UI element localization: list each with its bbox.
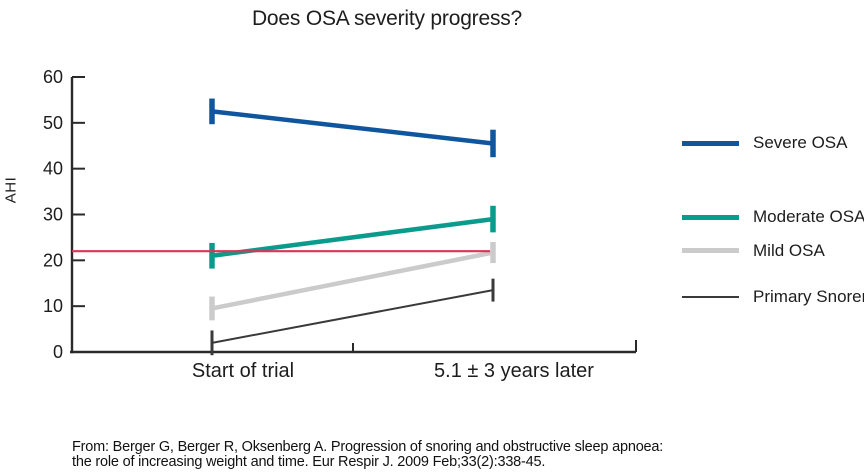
- legend-item-severe-osa: Severe OSA: [682, 133, 848, 153]
- series-line-primary-snorers: [211, 289, 494, 344]
- citation-line-2: the role of increasing weight and time. …: [72, 454, 546, 470]
- y-tick-label: 30: [43, 205, 63, 225]
- plot-area: 0 10 20 30 40 50 60: [43, 67, 637, 362]
- y-tick-label: 10: [43, 296, 63, 316]
- series-line-mild-osa: [211, 250, 494, 311]
- legend-swatch-moderate-osa: [682, 214, 739, 220]
- series-line-severe-osa: [211, 109, 494, 146]
- legend-label-severe-osa: Severe OSA: [753, 133, 848, 153]
- y-tick-label: 0: [53, 342, 63, 362]
- legend-label-moderate-osa: Moderate OSA: [753, 207, 864, 227]
- y-tick-label: 20: [43, 250, 63, 270]
- legend-swatch-mild-osa: [682, 248, 739, 254]
- y-tick-label: 40: [43, 159, 63, 179]
- legend-swatch-severe-osa: [682, 140, 739, 146]
- legend-label-mild-osa: Mild OSA: [753, 240, 825, 260]
- y-tick-label: 60: [43, 67, 63, 87]
- legend-swatch-primary-snorers: [682, 296, 739, 299]
- legend-item-moderate-osa: Moderate OSA: [682, 207, 864, 227]
- citation-line-1: From: Berger G, Berger R, Oksenberg A. P…: [72, 439, 664, 455]
- citation: From: Berger G, Berger R, Oksenberg A. P…: [72, 440, 663, 470]
- x-category-label-start-of-trial: Start of trial: [191, 360, 295, 382]
- chart-title: Does OSA severity progress?: [251, 7, 523, 30]
- series-line-moderate-osa: [211, 216, 494, 258]
- legend-label-primary-snorers: Primary Snorers: [753, 287, 864, 307]
- x-category-label-5-1-3-years-later: 5.1 ± 3 years later: [434, 360, 594, 382]
- legend-item-mild-osa: Mild OSA: [682, 241, 825, 261]
- legend-item-primary-snorers: Primary Snorers: [682, 287, 864, 307]
- y-tick-label: 50: [43, 113, 63, 133]
